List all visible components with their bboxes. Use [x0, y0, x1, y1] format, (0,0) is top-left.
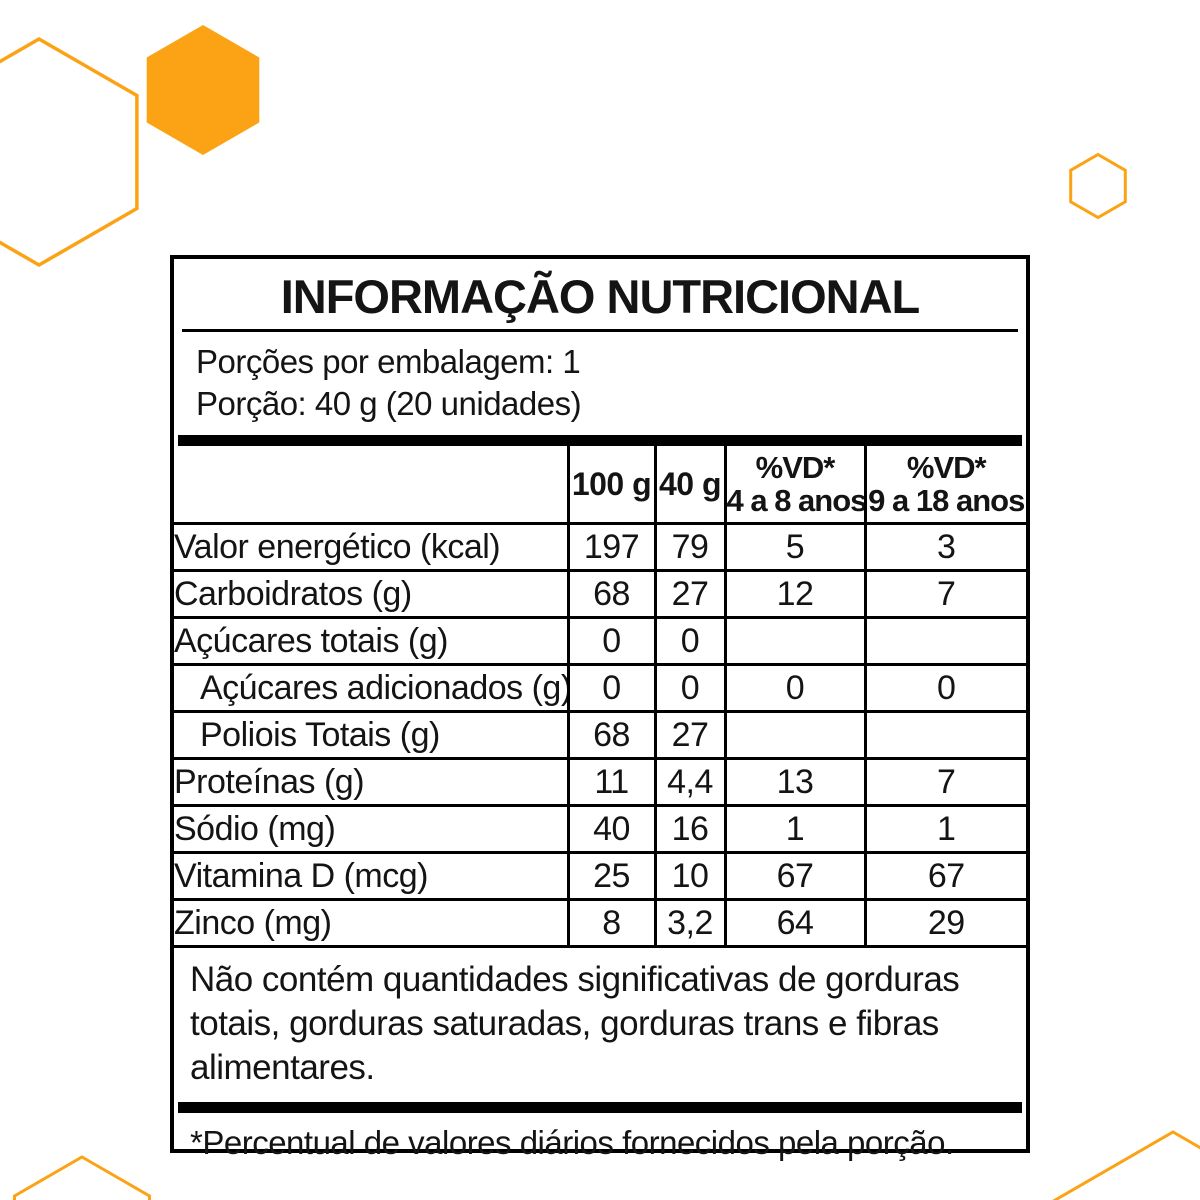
value-vd-4-8 [723, 617, 865, 666]
section-bar-bottom [178, 1102, 1022, 1113]
table-row-proteinas: Proteínas (g) 11 4,4 13 7 [174, 758, 1026, 807]
value-100g: 68 [566, 570, 655, 619]
table-row-poliois-totais: Poliois Totais (g) 68 27 [174, 711, 1026, 760]
value-vd-9-18: 7 [863, 570, 1026, 619]
value-40g: 3,2 [653, 899, 725, 948]
servings-per-package: Porções por embalagem: 1 [196, 343, 581, 380]
vd-9-18-line2: 9 a 18 anos [868, 483, 1025, 518]
value-vd-4-8 [723, 711, 865, 760]
value-vd-9-18: 0 [863, 664, 1026, 713]
nutrient-name: Valor energético (kcal) [174, 523, 568, 572]
nutrient-name: Açúcares totais (g) [174, 617, 568, 666]
value-vd-9-18: 29 [863, 899, 1026, 948]
serving-info: Porções por embalagem: 1 Porção: 40 g (2… [174, 332, 1026, 435]
value-vd-4-8: 64 [723, 899, 865, 948]
col-header-vd-4-8: %VD* 4 a 8 anos [723, 446, 865, 525]
value-40g: 79 [653, 523, 725, 572]
nutrient-column-header [174, 446, 568, 525]
nutrient-name: Carboidratos (g) [174, 570, 568, 619]
value-vd-9-18 [863, 617, 1026, 666]
nutrient-name: Sódio (mg) [174, 805, 568, 854]
value-100g: 197 [566, 523, 655, 572]
nutrition-info-title: INFORMAÇÃO NUTRICIONAL [280, 270, 921, 323]
nutrition-table: 100 g 40 g %VD* 4 a 8 anos %VD* 9 a 18 ano… [174, 446, 1026, 948]
vd-4-8-line1: %VD* [755, 450, 836, 485]
table-row-carboidratos: Carboidratos (g) 68 27 12 7 [174, 570, 1026, 619]
nutrient-name: Proteínas (g) [174, 758, 568, 807]
title-divider [182, 329, 1018, 332]
hexagon-outline-bottom-left-icon [13, 1155, 151, 1200]
hexagon-outline-top-right-icon [1069, 152, 1127, 220]
value-vd-4-8: 12 [723, 570, 865, 619]
col-header-40g: 40 g [653, 446, 725, 525]
value-vd-9-18: 67 [863, 852, 1026, 901]
value-100g: 11 [566, 758, 655, 807]
col-header-vd-9-18: %VD* 9 a 18 anos [863, 446, 1026, 525]
value-40g: 0 [653, 664, 725, 713]
nutrient-name: Poliois Totais (g) [174, 711, 568, 760]
hexagon-outline-top-left-icon [0, 36, 139, 268]
table-row-acucares-adicionados: Açúcares adicionados (g) 0 0 0 0 [174, 664, 1026, 713]
value-40g: 0 [653, 617, 725, 666]
table-row-sodio: Sódio (mg) 40 16 1 1 [174, 805, 1026, 854]
vd-9-18-line1: %VD* [906, 450, 987, 485]
serving-size: Porção: 40 g (20 unidades) [196, 385, 582, 422]
value-40g: 27 [653, 570, 725, 619]
table-header-row: 100 g 40 g %VD* 4 a 8 anos %VD* 9 a 18 ano… [174, 446, 1026, 525]
section-bar-top [178, 435, 1022, 446]
value-40g: 16 [653, 805, 725, 854]
value-vd-4-8: 1 [723, 805, 865, 854]
value-vd-4-8: 67 [723, 852, 865, 901]
value-100g: 0 [566, 617, 655, 666]
vd-4-8-line2: 4 a 8 anos [726, 483, 865, 518]
value-vd-4-8: 0 [723, 664, 865, 713]
table-row-acucares-totais: Açúcares totais (g) 0 0 [174, 617, 1026, 666]
table-row-zinco: Zinco (mg) 8 3,2 64 29 [174, 899, 1026, 948]
value-vd-9-18: 1 [863, 805, 1026, 854]
value-100g: 40 [566, 805, 655, 854]
value-40g: 4,4 [653, 758, 725, 807]
value-vd-9-18 [863, 711, 1026, 760]
value-100g: 25 [566, 852, 655, 901]
col-header-100g: 100 g [566, 446, 655, 525]
nutrition-facts-panel: INFORMAÇÃO NUTRICIONAL Porções por embal… [170, 255, 1030, 1161]
value-100g: 8 [566, 899, 655, 948]
table-row-vitamina-d: Vitamina D (mcg) 25 10 67 67 [174, 852, 1026, 901]
table-row-valor-energetico: Valor energético (kcal) 197 79 5 3 [174, 523, 1026, 572]
value-vd-4-8: 5 [723, 523, 865, 572]
value-vd-9-18: 3 [863, 523, 1026, 572]
value-40g: 27 [653, 711, 725, 760]
col-header-40g-label: 40 g [658, 465, 722, 502]
no-significant-amounts-note: Não contém quantidades significativas de… [190, 960, 960, 1087]
nutrient-name: Açúcares adicionados (g) [174, 664, 568, 713]
hexagon-outline-bottom-right-icon [1052, 1130, 1200, 1200]
hexagon-filled-icon [146, 25, 260, 155]
value-40g: 10 [653, 852, 725, 901]
daily-values-footnote: *Percentual de valores diários fornecido… [190, 1124, 954, 1161]
nutrient-name: Vitamina D (mcg) [174, 852, 568, 901]
value-vd-9-18: 7 [863, 758, 1026, 807]
value-100g: 0 [566, 664, 655, 713]
value-100g: 68 [566, 711, 655, 760]
nutrient-name: Zinco (mg) [174, 899, 568, 948]
col-header-100g-label: 100 g [571, 465, 652, 502]
value-vd-4-8: 13 [723, 758, 865, 807]
